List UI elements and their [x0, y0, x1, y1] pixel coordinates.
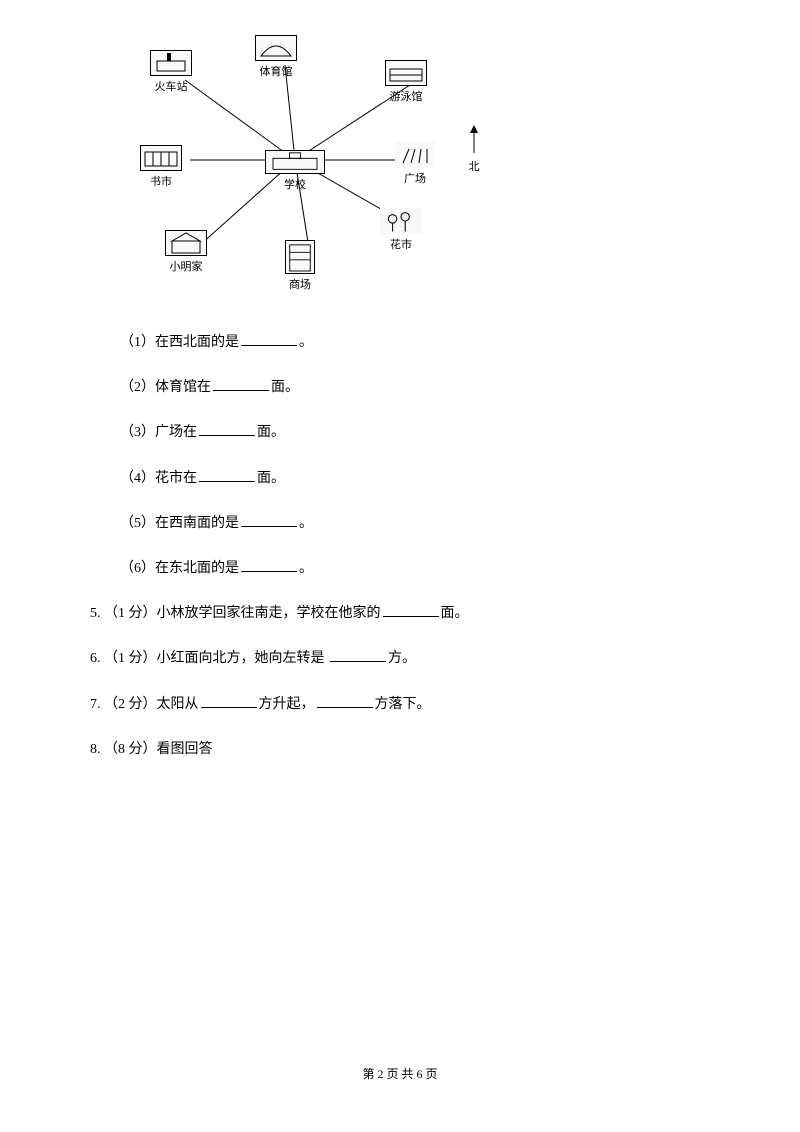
blank[interactable]: [199, 422, 255, 436]
swimming-icon: [385, 60, 427, 86]
q-prefix: 7. （2 分）太阳从: [90, 697, 199, 712]
node-mall: 商场: [285, 240, 315, 292]
q-suffix: 。: [299, 516, 313, 531]
sub-question-5: （5）在西南面的是 。: [120, 511, 710, 536]
node-gym: 体育馆: [255, 35, 297, 79]
blank[interactable]: [241, 513, 297, 527]
gym-icon: [255, 35, 297, 61]
sub-question-6: （6）在东北面的是 。: [120, 556, 710, 581]
q-prefix: 5. （1 分）小林放学回家往南走，学校在他家的: [90, 606, 381, 621]
sub-question-3: （3）广场在 面。: [120, 420, 710, 445]
q-suffix: 。: [299, 335, 313, 350]
node-flower: 花市: [380, 208, 422, 252]
node-xiaoming: 小明家: [165, 230, 207, 274]
q-text: 8. （8 分）看图回答: [90, 742, 213, 757]
blank[interactable]: [383, 603, 439, 617]
q-suffix: 。: [299, 561, 313, 576]
bookmarket-icon: [140, 145, 182, 171]
node-school: 学校: [265, 150, 325, 192]
blank[interactable]: [241, 558, 297, 572]
q-mid: 方升起，: [259, 697, 315, 712]
node-train-station: 火车站: [150, 50, 192, 94]
plaza-icon: [395, 142, 435, 168]
sub-question-2: （2）体育馆在 面。: [120, 375, 710, 400]
node-swimming: 游泳馆: [385, 60, 427, 104]
node-label: 火车站: [150, 78, 192, 94]
node-label: 花市: [380, 236, 422, 252]
q-prefix: （3）广场在: [120, 425, 197, 440]
house-icon: [165, 230, 207, 256]
q-prefix: （6）在东北面的是: [120, 561, 239, 576]
compass-label: 北: [468, 158, 480, 174]
node-label: 书市: [140, 173, 182, 189]
q-suffix: 方。: [388, 651, 416, 666]
q-suffix: 面。: [441, 606, 469, 621]
blank[interactable]: [241, 332, 297, 346]
direction-diagram: 火车站 体育馆 游泳馆 书市 学校 广场 小明家 商场 花市 北: [130, 30, 470, 300]
train-station-icon: [150, 50, 192, 76]
question-6: 6. （1 分）小红面向北方，她向左转是 方。: [90, 646, 710, 671]
node-label: 广场: [395, 170, 435, 186]
node-label: 游泳馆: [385, 88, 427, 104]
q-prefix: （5）在西南面的是: [120, 516, 239, 531]
q-suffix: 面。: [257, 471, 285, 486]
q-suffix: 方落下。: [375, 697, 431, 712]
compass: 北: [468, 125, 480, 174]
blank[interactable]: [330, 648, 386, 662]
q-prefix: （1）在西北面的是: [120, 335, 239, 350]
q-suffix: 面。: [257, 425, 285, 440]
node-bookmarket: 书市: [140, 145, 182, 189]
sub-question-1: （1）在西北面的是 。: [120, 330, 710, 355]
mall-icon: [285, 240, 315, 274]
blank[interactable]: [199, 468, 255, 482]
page-footer: 第 2 页 共 6 页: [0, 1065, 800, 1082]
blank[interactable]: [201, 694, 257, 708]
question-5: 5. （1 分）小林放学回家往南走，学校在他家的 面。: [90, 601, 710, 626]
q-prefix: （4）花市在: [120, 471, 197, 486]
question-8: 8. （8 分）看图回答: [90, 737, 710, 762]
node-label: 体育馆: [255, 63, 297, 79]
question-7: 7. （2 分）太阳从 方升起， 方落下。: [90, 692, 710, 717]
q-suffix: 面。: [271, 380, 299, 395]
q-prefix: （2）体育馆在: [120, 380, 211, 395]
sub-question-4: （4）花市在 面。: [120, 466, 710, 491]
blank[interactable]: [213, 377, 269, 391]
node-label: 商场: [285, 276, 315, 292]
node-label: 小明家: [165, 258, 207, 274]
blank[interactable]: [317, 694, 373, 708]
flower-icon: [380, 208, 422, 234]
node-label: 学校: [265, 176, 325, 192]
node-plaza: 广场: [395, 142, 435, 186]
school-icon: [265, 150, 325, 174]
q-prefix: 6. （1 分）小红面向北方，她向左转是: [90, 651, 328, 666]
